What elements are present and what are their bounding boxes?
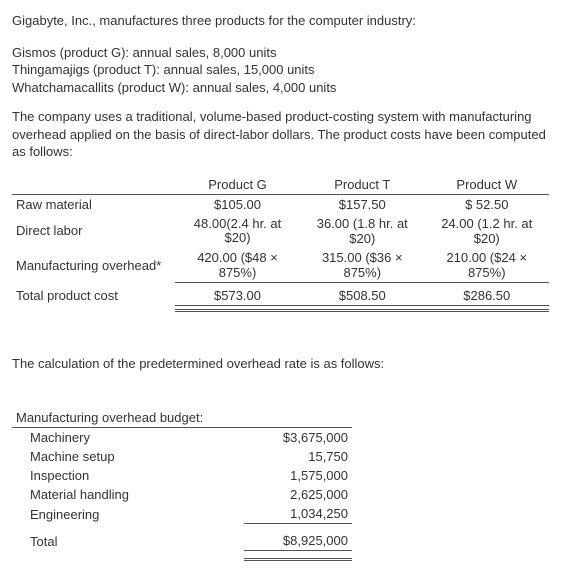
product-list: Gismos (product G): annual sales, 8,000 … bbox=[12, 44, 549, 97]
cell-label: Total product cost bbox=[12, 286, 175, 306]
cell-value: 24.00 (1.2 hr. at $20) bbox=[425, 214, 550, 248]
cell-label: Direct labor bbox=[12, 214, 175, 248]
row-raw-material: Raw material $105.00 $157.50 $ 52.50 bbox=[12, 194, 549, 214]
cell-value: 2,625,000 bbox=[244, 485, 352, 504]
row-material-handling: Material handling 2,625,000 bbox=[12, 485, 352, 504]
cell-label: Material handling bbox=[12, 485, 244, 504]
cell-value: 1,575,000 bbox=[244, 466, 352, 485]
budget-header: Manufacturing overhead budget: bbox=[12, 408, 244, 428]
row-engineering: Engineering 1,034,250 bbox=[12, 504, 352, 524]
cell-value: 420.00 ($48 × 875%) bbox=[175, 248, 300, 283]
cell-value: $508.50 bbox=[300, 286, 424, 306]
cell-label: Engineering bbox=[12, 504, 244, 524]
intro-text: Gigabyte, Inc., manufactures three produ… bbox=[12, 12, 549, 30]
row-direct-labor: Direct labor 48.00(2.4 hr. at $20) 36.00… bbox=[12, 214, 549, 248]
cell-value: $157.50 bbox=[300, 194, 424, 214]
cell-value: 36.00 (1.8 hr. at $20) bbox=[300, 214, 424, 248]
col-header-t: Product T bbox=[300, 175, 424, 195]
labor-g-note: (2.4 hr. at $20) bbox=[225, 216, 282, 245]
row-total: Total product cost $573.00 $508.50 $286.… bbox=[12, 286, 549, 306]
cell-label: Raw material bbox=[12, 194, 175, 214]
row-budget-total: Total $8,925,000 bbox=[12, 531, 352, 551]
row-moh: Manufacturing overhead* 420.00 ($48 × 87… bbox=[12, 248, 549, 283]
cell-label: Total bbox=[12, 531, 244, 551]
cell-label: Inspection bbox=[12, 466, 244, 485]
cell-label: Machine setup bbox=[12, 447, 244, 466]
cell-value: 15,750 bbox=[244, 447, 352, 466]
cell-value: $3,675,000 bbox=[244, 428, 352, 448]
description-text: The company uses a traditional, volume-b… bbox=[12, 108, 549, 161]
product-g: Gismos (product G): annual sales, 8,000 … bbox=[12, 44, 549, 62]
cell-value: $8,925,000 bbox=[244, 531, 352, 551]
cell-value: 48.00(2.4 hr. at $20) bbox=[175, 214, 300, 248]
product-t: Thingamajigs (product T): annual sales, … bbox=[12, 61, 549, 79]
cell-value: $105.00 bbox=[175, 194, 300, 214]
row-setup: Machine setup 15,750 bbox=[12, 447, 352, 466]
overhead-budget-table: Manufacturing overhead budget: Machinery… bbox=[12, 408, 352, 568]
cell-label: Manufacturing overhead* bbox=[12, 248, 175, 283]
calc-text: The calculation of the predetermined ove… bbox=[12, 355, 549, 373]
product-w: Whatchamacallits (product W): annual sal… bbox=[12, 79, 549, 97]
col-header-w: Product W bbox=[425, 175, 550, 195]
cell-value: $ 52.50 bbox=[425, 194, 550, 214]
row-machinery: Machinery $3,675,000 bbox=[12, 428, 352, 448]
cost-table: Product G Product T Product W Raw materi… bbox=[12, 175, 549, 315]
cell-label: Machinery bbox=[12, 428, 244, 448]
cell-value: $573.00 bbox=[175, 286, 300, 306]
cell-value: $286.50 bbox=[425, 286, 550, 306]
cell-value: 210.00 ($24 × 875%) bbox=[425, 248, 550, 283]
row-inspection: Inspection 1,575,000 bbox=[12, 466, 352, 485]
labor-g-val: 48.00 bbox=[194, 216, 227, 231]
cell-value: 1,034,250 bbox=[244, 504, 352, 524]
col-header-g: Product G bbox=[175, 175, 300, 195]
cell-value: 315.00 ($36 × 875%) bbox=[300, 248, 424, 283]
